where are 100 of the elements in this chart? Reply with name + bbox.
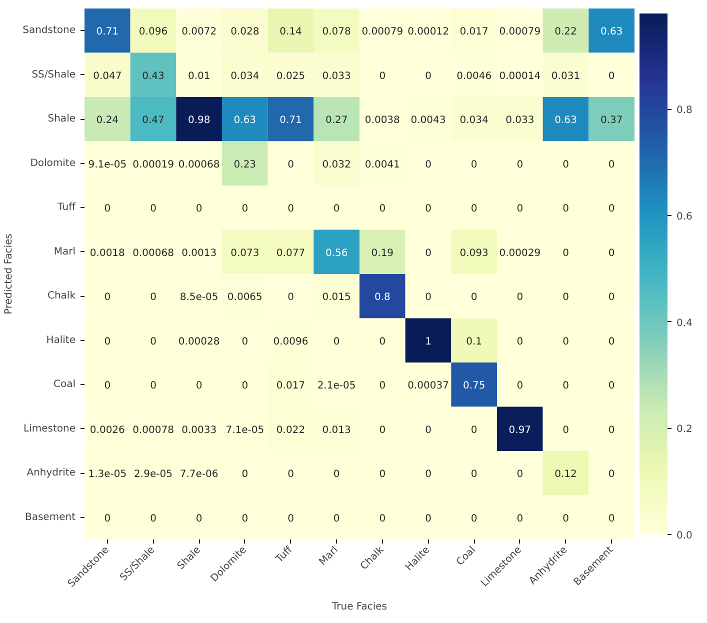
y-tick-label: Anhydrite: [26, 468, 76, 479]
data-label: 0: [242, 469, 248, 480]
data-label: 0: [425, 70, 432, 82]
x-axis-title: True Facies: [330, 602, 388, 613]
color-bar-label: 0.6: [676, 212, 692, 223]
data-label: 0: [425, 469, 432, 480]
data-label: 0: [425, 513, 432, 524]
data-label: 0: [333, 204, 340, 215]
data-label: 0: [608, 159, 615, 170]
data-label: 0.71: [96, 26, 119, 38]
data-label: 0.1: [466, 336, 482, 348]
data-label: 0: [516, 336, 524, 348]
y-tick-label: Chalk: [47, 290, 76, 302]
data-label: 0.01: [188, 70, 210, 82]
data-label: 0.017: [460, 26, 488, 38]
data-label: 0.025: [276, 70, 306, 82]
data-label: 0: [562, 424, 569, 436]
data-label: 0.0065: [227, 292, 262, 304]
data-label: 0.0038: [364, 115, 400, 126]
data-label: 0: [608, 70, 615, 82]
color-bar-label: 0.8: [676, 105, 692, 116]
data-label: 0.032: [322, 159, 351, 170]
data-label: 0: [516, 469, 524, 480]
data-label: 0: [288, 292, 294, 304]
data-label: 0.028: [230, 26, 260, 38]
data-label: 0: [516, 159, 524, 170]
data-label: 2.1e-05: [317, 380, 356, 392]
data-label: 0: [425, 292, 432, 304]
data-label: 0.98: [188, 115, 210, 126]
y-tick-label: Coal: [53, 379, 76, 390]
data-label: 0.096: [138, 26, 168, 38]
data-label: 0.00079: [499, 26, 541, 38]
data-label: 0.97: [508, 424, 532, 436]
data-label: 0: [608, 292, 615, 304]
data-label: 0: [470, 159, 478, 170]
data-label: 0: [379, 204, 386, 215]
data-label: 0: [562, 204, 569, 215]
data-label: 0.00078: [132, 424, 174, 436]
data-label: 0: [242, 204, 248, 215]
data-label: 0.00029: [499, 248, 541, 259]
data-label: 1: [425, 336, 432, 348]
data-label: 0: [104, 513, 111, 524]
data-label: 0: [288, 469, 294, 480]
data-label: 0.0013: [182, 248, 217, 259]
data-label: 0: [196, 380, 202, 392]
data-label: 0.017: [276, 380, 306, 392]
data-label: 0.0026: [90, 424, 125, 436]
data-label: 0.073: [230, 248, 260, 259]
data-label: 0: [425, 159, 432, 170]
data-label: 0: [516, 513, 524, 524]
y-tick-label: Tuff: [56, 202, 77, 214]
data-label: 0: [562, 159, 569, 170]
x-tick-label: Tuff: [274, 544, 296, 566]
data-label: 0: [104, 380, 111, 392]
data-label: 0.63: [554, 115, 577, 126]
data-label: 0.00068: [132, 248, 174, 259]
data-label: 0.0033: [182, 424, 217, 436]
data-label: 0.0018: [90, 248, 125, 259]
data-label: 0.37: [600, 115, 623, 126]
data-label: 0: [150, 513, 156, 524]
data-label: 0: [562, 292, 569, 304]
data-label: 0: [288, 159, 294, 170]
data-label: 0: [379, 513, 386, 524]
data-label: 0.0072: [182, 26, 217, 38]
data-label: 1.3e-05: [88, 469, 127, 480]
data-label: 0.00028: [178, 336, 220, 348]
y-tick-label: Limestone: [24, 423, 76, 434]
data-label: 0: [196, 204, 202, 215]
data-label: 0: [104, 204, 111, 215]
data-label: 0.022: [276, 424, 306, 436]
data-label: 0: [608, 424, 615, 436]
data-label: 0.75: [462, 380, 486, 392]
data-label: 0: [150, 336, 156, 348]
data-label: 0.00079: [362, 26, 404, 38]
data-label: 0: [608, 248, 615, 259]
data-label: 0.63: [600, 26, 623, 38]
data-label: 0.00019: [132, 159, 174, 170]
data-label: 0.00012: [408, 26, 449, 38]
y-axis-title: Predicted Facies: [4, 234, 15, 314]
data-label: 0: [104, 292, 111, 304]
data-label: 0.078: [322, 26, 351, 38]
data-label: 0: [196, 513, 202, 524]
data-label: 0: [288, 204, 294, 215]
data-label: 0.0046: [456, 70, 492, 82]
data-label: 0: [242, 513, 248, 524]
color-bar-label: 0.4: [676, 318, 692, 329]
data-label: 0.19: [371, 248, 394, 259]
data-label: 0: [562, 248, 569, 259]
data-label: 0.034: [230, 70, 260, 82]
y-tick-label: Marl: [54, 246, 76, 258]
y-tick-label: Basement: [24, 512, 76, 523]
data-label: 9.1e-05: [88, 159, 127, 170]
data-label: 0.43: [142, 70, 164, 82]
data-label: 0: [562, 380, 569, 392]
data-label: 0: [288, 513, 294, 524]
data-label: 0: [608, 513, 615, 524]
data-label: 0.031: [551, 70, 580, 82]
data-label: 0: [608, 469, 615, 480]
data-label: 0: [470, 469, 478, 480]
color-bar-label: 0.2: [676, 424, 692, 436]
